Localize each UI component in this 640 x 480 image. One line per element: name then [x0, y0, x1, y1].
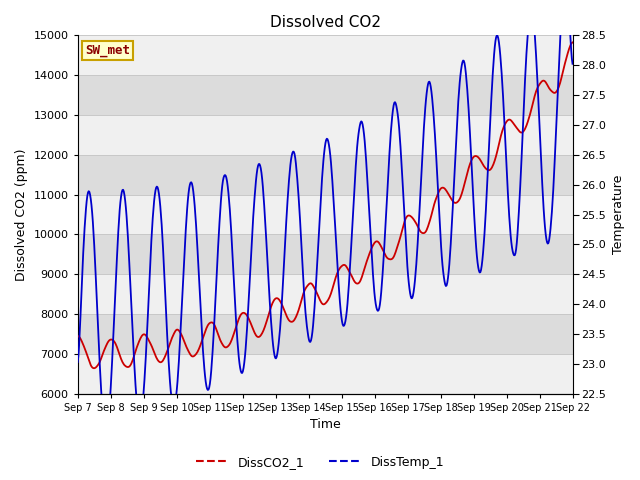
DissTemp_1 — [134, 414, 142, 420]
DissTemp_1 — [102, 432, 110, 438]
Y-axis label: Dissolved CO2 (ppm): Dissolved CO2 (ppm) — [15, 148, 28, 281]
DissTemp_1 — [211, 312, 218, 318]
DissTemp_1 — [83, 198, 90, 204]
DissTemp_1 — [569, 61, 577, 67]
Bar — [77, 195, 573, 235]
Line: DissTemp_1: DissTemp_1 — [77, 0, 573, 435]
DissTemp_1 — [185, 191, 193, 196]
Bar — [77, 354, 573, 394]
Bar — [77, 275, 573, 314]
DissCO2_1 — [211, 323, 218, 328]
Bar — [77, 314, 573, 354]
DissCO2_1 — [386, 256, 394, 262]
Bar — [77, 36, 573, 75]
Legend: DissCO2_1, DissTemp_1: DissCO2_1, DissTemp_1 — [191, 451, 449, 474]
Title: Dissolved CO2: Dissolved CO2 — [269, 15, 381, 30]
Bar — [77, 115, 573, 155]
Line: DissCO2_1: DissCO2_1 — [77, 42, 573, 368]
X-axis label: Time: Time — [310, 419, 340, 432]
DissCO2_1 — [83, 351, 90, 357]
Y-axis label: Temperature: Temperature — [612, 175, 625, 254]
DissCO2_1 — [400, 220, 408, 226]
Text: SW_met: SW_met — [85, 44, 130, 57]
Bar — [77, 235, 573, 275]
DissCO2_1 — [134, 340, 142, 346]
DissTemp_1 — [74, 359, 81, 365]
Bar — [77, 75, 573, 115]
DissCO2_1 — [90, 365, 98, 371]
Bar — [77, 155, 573, 195]
DissCO2_1 — [185, 348, 193, 354]
DissCO2_1 — [569, 39, 577, 45]
DissCO2_1 — [74, 333, 81, 339]
DissTemp_1 — [386, 150, 394, 156]
DissTemp_1 — [400, 204, 408, 209]
